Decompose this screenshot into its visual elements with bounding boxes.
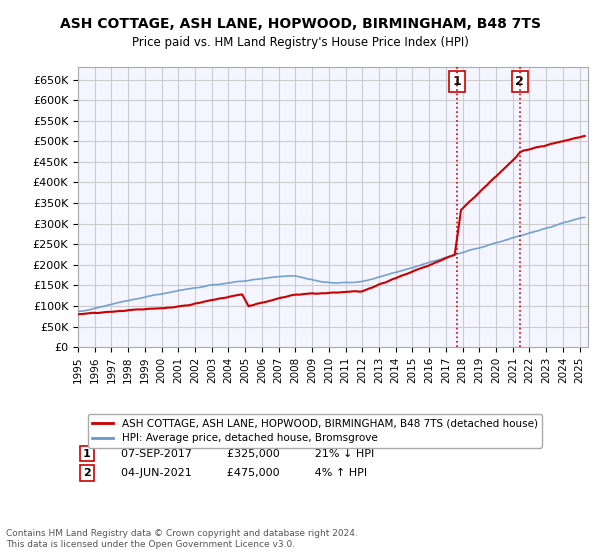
Text: 04-JUN-2021          £475,000          4% ↑ HPI: 04-JUN-2021 £475,000 4% ↑ HPI — [114, 468, 367, 478]
Text: Price paid vs. HM Land Registry's House Price Index (HPI): Price paid vs. HM Land Registry's House … — [131, 36, 469, 49]
Text: 1: 1 — [453, 75, 461, 88]
Text: ASH COTTAGE, ASH LANE, HOPWOOD, BIRMINGHAM, B48 7TS: ASH COTTAGE, ASH LANE, HOPWOOD, BIRMINGH… — [59, 17, 541, 31]
Text: 07-SEP-2017          £325,000          21% ↓ HPI: 07-SEP-2017 £325,000 21% ↓ HPI — [114, 449, 374, 459]
Legend: ASH COTTAGE, ASH LANE, HOPWOOD, BIRMINGHAM, B48 7TS (detached house), HPI: Avera: ASH COTTAGE, ASH LANE, HOPWOOD, BIRMINGH… — [88, 414, 542, 447]
Text: Contains HM Land Registry data © Crown copyright and database right 2024.
This d: Contains HM Land Registry data © Crown c… — [6, 529, 358, 549]
Text: 1: 1 — [83, 449, 91, 459]
Text: 2: 2 — [515, 75, 524, 88]
Text: 2: 2 — [83, 468, 91, 478]
